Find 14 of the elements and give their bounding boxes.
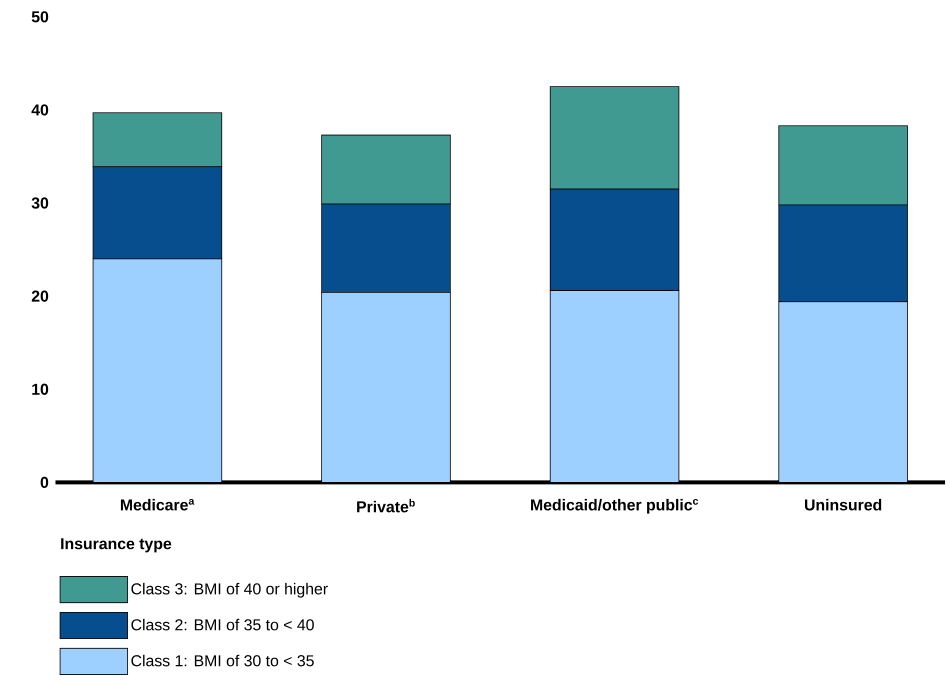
x-axis-title: Insurance type [61, 538, 172, 552]
x-tick-label: Medicare$^{a}$ [120, 498, 194, 511]
legend-label: Class 2: BMI of 35 to < 40 [131, 618, 314, 630]
y-tick-label: 30 [32, 197, 48, 209]
legend-label: Class 3: BMI of 40 or higher [131, 582, 328, 598]
y-tick-label: 40 [31, 104, 48, 116]
y-tick-label: 20 [32, 290, 48, 302]
y-tick-label: 10 [32, 384, 48, 395]
legend-label: Class 1: BMI of 30 to < 35 [131, 654, 314, 666]
y-tick-label: 50 [32, 11, 48, 22]
x-tick-label: Private$^{b}$ [357, 498, 415, 512]
x-tick-label: Medicaid/other public$^{c}$ [531, 498, 698, 514]
x-tick-label: Uninsured [804, 498, 882, 511]
y-tick-label: 0 [40, 476, 48, 488]
